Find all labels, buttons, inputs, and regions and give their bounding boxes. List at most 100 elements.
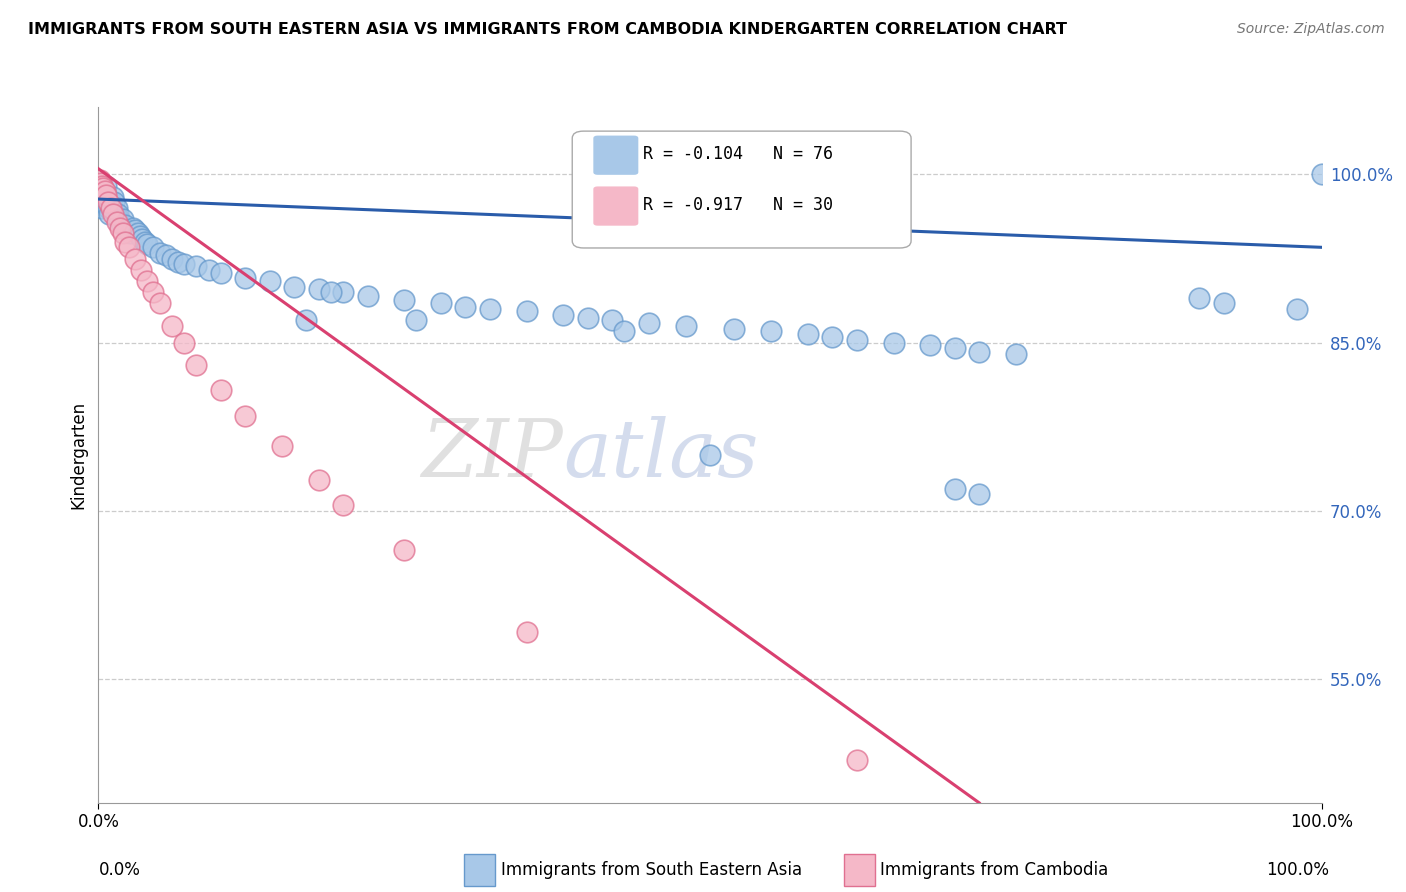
Point: [91, 195, 114, 210]
Point: [101, 201, 124, 215]
Point: [197, 262, 219, 277]
Point: [1004, 347, 1026, 361]
Point: [94, 187, 117, 202]
Point: [167, 255, 190, 269]
Point: [129, 229, 152, 244]
Text: ZIP: ZIP: [422, 417, 564, 493]
Point: [134, 235, 156, 249]
Point: [308, 473, 330, 487]
Point: [392, 543, 416, 558]
Point: [515, 625, 537, 640]
Point: [101, 190, 124, 204]
Point: [259, 274, 281, 288]
Point: [209, 383, 232, 397]
Point: [576, 311, 599, 326]
Point: [94, 178, 117, 193]
Point: [160, 318, 183, 333]
Point: [90, 195, 112, 210]
Point: [117, 223, 139, 237]
Point: [93, 184, 115, 198]
Point: [405, 313, 427, 327]
Text: 0.0%: 0.0%: [98, 861, 141, 879]
Point: [160, 252, 183, 266]
Point: [478, 301, 501, 316]
Text: Immigrants from South Eastern Asia: Immigrants from South Eastern Asia: [501, 861, 801, 879]
Point: [173, 335, 195, 350]
Point: [120, 226, 142, 240]
Point: [209, 266, 232, 280]
Point: [142, 240, 165, 254]
Point: [295, 313, 318, 327]
Point: [967, 344, 990, 359]
Point: [319, 285, 342, 300]
Point: [1188, 291, 1211, 305]
Point: [430, 296, 453, 310]
Point: [723, 322, 745, 336]
Point: [121, 221, 143, 235]
Point: [797, 326, 820, 341]
Point: [97, 201, 120, 215]
Point: [1212, 296, 1234, 310]
Point: [110, 221, 132, 235]
Point: [675, 318, 697, 333]
Point: [821, 330, 844, 344]
Point: [103, 195, 125, 210]
Text: 100.0%: 100.0%: [1265, 861, 1329, 879]
Point: [124, 252, 146, 266]
Point: [613, 325, 636, 339]
Point: [308, 282, 330, 296]
Point: [127, 226, 149, 240]
Point: [97, 195, 120, 210]
Point: [131, 232, 153, 246]
Point: [283, 279, 305, 293]
Point: [967, 487, 990, 501]
Point: [883, 335, 905, 350]
Point: [89, 173, 111, 187]
Point: [124, 223, 146, 237]
Point: [155, 248, 177, 262]
Text: Immigrants from Cambodia: Immigrants from Cambodia: [880, 861, 1108, 879]
Point: [186, 260, 208, 274]
Text: R = -0.104   N = 76: R = -0.104 N = 76: [643, 145, 832, 163]
Point: [233, 409, 256, 423]
Y-axis label: Kindergarten: Kindergarten: [69, 401, 87, 509]
Point: [149, 246, 172, 260]
Point: [392, 293, 416, 307]
Point: [454, 300, 477, 314]
Point: [136, 274, 159, 288]
Point: [91, 178, 114, 193]
Point: [107, 207, 129, 221]
Point: [515, 304, 537, 318]
Point: [845, 753, 868, 767]
Point: [101, 207, 124, 221]
Point: [1310, 167, 1333, 181]
Point: [108, 212, 131, 227]
Point: [943, 341, 966, 355]
Point: [89, 190, 111, 204]
Point: [186, 358, 208, 372]
Point: [105, 201, 128, 215]
Point: [118, 240, 141, 254]
Point: [111, 226, 134, 240]
Point: [943, 482, 966, 496]
Point: [142, 285, 165, 300]
Point: [356, 288, 378, 302]
Point: [91, 181, 114, 195]
Point: [110, 214, 132, 228]
Point: [600, 313, 623, 327]
Point: [114, 235, 136, 249]
Point: [100, 195, 122, 210]
Point: [638, 316, 661, 330]
Point: [699, 448, 721, 462]
Point: [149, 296, 172, 310]
Point: [553, 308, 575, 322]
Text: Source: ZipAtlas.com: Source: ZipAtlas.com: [1237, 22, 1385, 37]
Point: [104, 207, 127, 221]
Point: [920, 338, 942, 352]
Text: R = -0.917   N = 30: R = -0.917 N = 30: [643, 196, 832, 214]
Point: [111, 212, 134, 227]
Text: IMMIGRANTS FROM SOUTH EASTERN ASIA VS IMMIGRANTS FROM CAMBODIA KINDERGARTEN CORR: IMMIGRANTS FROM SOUTH EASTERN ASIA VS IM…: [28, 22, 1067, 37]
Point: [111, 218, 134, 232]
Text: atlas: atlas: [564, 417, 759, 493]
Point: [845, 334, 868, 348]
